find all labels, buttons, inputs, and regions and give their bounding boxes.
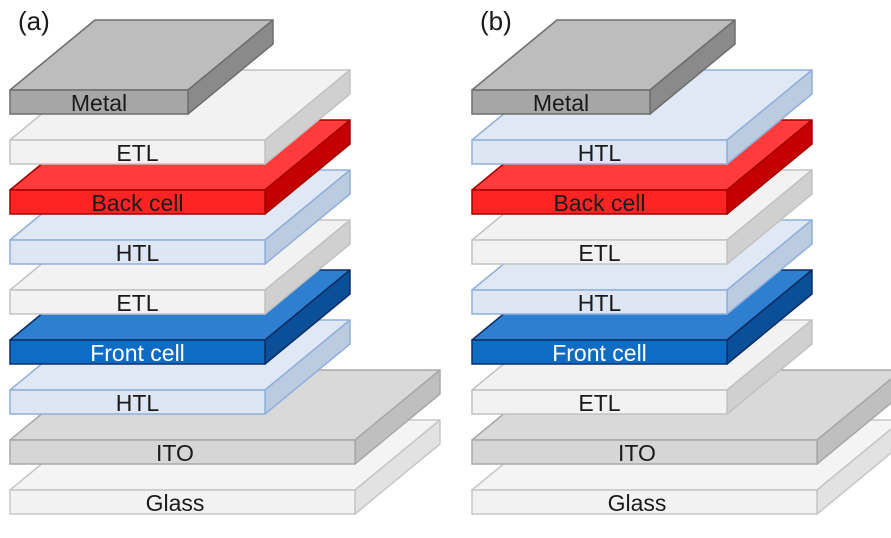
layer-label: ETL — [116, 290, 158, 316]
layer-label: ETL — [578, 390, 620, 416]
layer-front-face — [471, 489, 818, 515]
layer-front-face — [9, 139, 266, 165]
layer-front-face — [471, 239, 728, 265]
layer-front-face — [471, 189, 728, 215]
layer-front-face — [471, 439, 818, 465]
layer-front-face — [9, 239, 266, 265]
panel-b: (b) Glass ITO ETL Front cell HTL ETL Back cell… — [471, 6, 891, 516]
layer-label: HTL — [578, 140, 622, 166]
panel-a-label: (a) — [18, 6, 50, 36]
panel-b-layer-stack: Glass ITO ETL Front cell HTL ETL Back cell HTL M… — [471, 19, 891, 516]
layer-front-face — [9, 389, 266, 415]
layer-label: HTL — [116, 390, 160, 416]
layer-label: Front cell — [552, 340, 647, 366]
layer-front-face — [471, 289, 728, 315]
layer-label: Glass — [608, 490, 667, 516]
layer-front-face — [9, 489, 356, 515]
panel-a: (a) Glass ITO HTL Front cell ETL HTL Back cell… — [9, 6, 441, 516]
layer-label: ETL — [116, 140, 158, 166]
layer-label: Glass — [146, 490, 205, 516]
panel-b-label: (b) — [480, 6, 512, 36]
layer-front-face — [9, 189, 266, 215]
layer-label: ITO — [156, 440, 194, 466]
layer-label: Back cell — [553, 190, 645, 216]
layer-label: HTL — [116, 240, 160, 266]
layer-front-face — [471, 139, 728, 165]
layer-front-face — [9, 439, 356, 465]
layer-label: Front cell — [90, 340, 185, 366]
layer-front-face — [471, 89, 651, 115]
layer-label: ITO — [618, 440, 656, 466]
layer-front-face — [9, 89, 189, 115]
layer-front-face — [9, 339, 266, 365]
layer-label: HTL — [578, 290, 622, 316]
layer-metal: Metal — [471, 19, 736, 116]
layer-front-face — [471, 339, 728, 365]
layer-label: Back cell — [91, 190, 183, 216]
layer-front-face — [471, 389, 728, 415]
layer-metal: Metal — [9, 19, 274, 116]
layer-front-face — [9, 289, 266, 315]
layer-label: Metal — [533, 90, 589, 116]
layer-label: ETL — [578, 240, 620, 266]
panel-a-layer-stack: Glass ITO HTL Front cell ETL HTL Back cell ETL M… — [9, 19, 441, 516]
layer-label: Metal — [71, 90, 127, 116]
